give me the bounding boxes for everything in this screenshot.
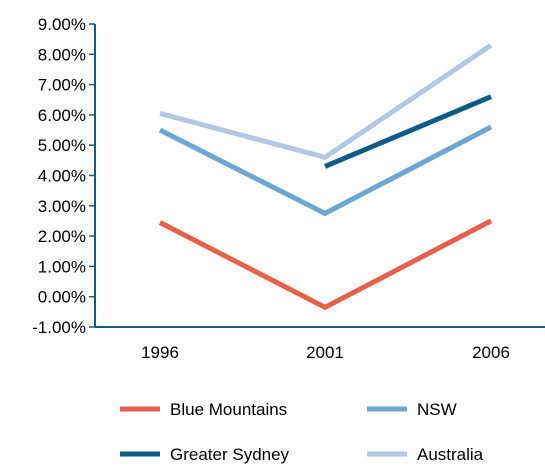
- series-line-australia: [159, 43, 493, 161]
- legend-item-australia: Australia: [367, 445, 484, 464]
- x-axis: 1996 2001 2006: [95, 326, 545, 362]
- legend-label: Greater Sydney: [170, 445, 290, 464]
- y-tick-label: 7.00%: [38, 76, 86, 95]
- y-tick-label: 6.00%: [38, 106, 86, 125]
- series-line-greater-sydney: [324, 94, 492, 169]
- series-line-nsw: [158, 124, 493, 217]
- x-tick-label: 1996: [141, 343, 179, 362]
- y-tick-label: 5.00%: [38, 136, 86, 155]
- y-axis: 9.00% 8.00% 7.00% 6.00% 5.00% 4.00% 3.00% 2.00%…: [32, 15, 96, 337]
- x-tick-label: 2001: [306, 343, 344, 362]
- y-tick-label: 9.00%: [38, 15, 86, 34]
- y-tick-label: 4.00%: [38, 167, 86, 186]
- series-line-blue-mountains: [158, 218, 493, 311]
- legend-item-greater-sydney: Greater Sydney: [120, 445, 290, 464]
- legend-label: Blue Mountains: [170, 400, 287, 419]
- y-tick-label: -1.00%: [32, 318, 86, 337]
- legend-item-nsw: NSW: [367, 400, 457, 419]
- x-tick-label: 2006: [472, 343, 510, 362]
- y-tick-label: 1.00%: [38, 257, 86, 276]
- y-tick-label: 2.00%: [38, 227, 86, 246]
- y-tick-label: 8.00%: [38, 45, 86, 64]
- series-lines: [158, 43, 493, 311]
- legend-item-blue-mountains: Blue Mountains: [120, 400, 287, 419]
- legend: Blue Mountains NSW Greater Sydney Australia: [120, 400, 484, 464]
- legend-label: NSW: [417, 400, 457, 419]
- y-tick-label: 0.00%: [38, 288, 86, 307]
- legend-label: Australia: [417, 445, 484, 464]
- y-tick-label: 3.00%: [38, 197, 86, 216]
